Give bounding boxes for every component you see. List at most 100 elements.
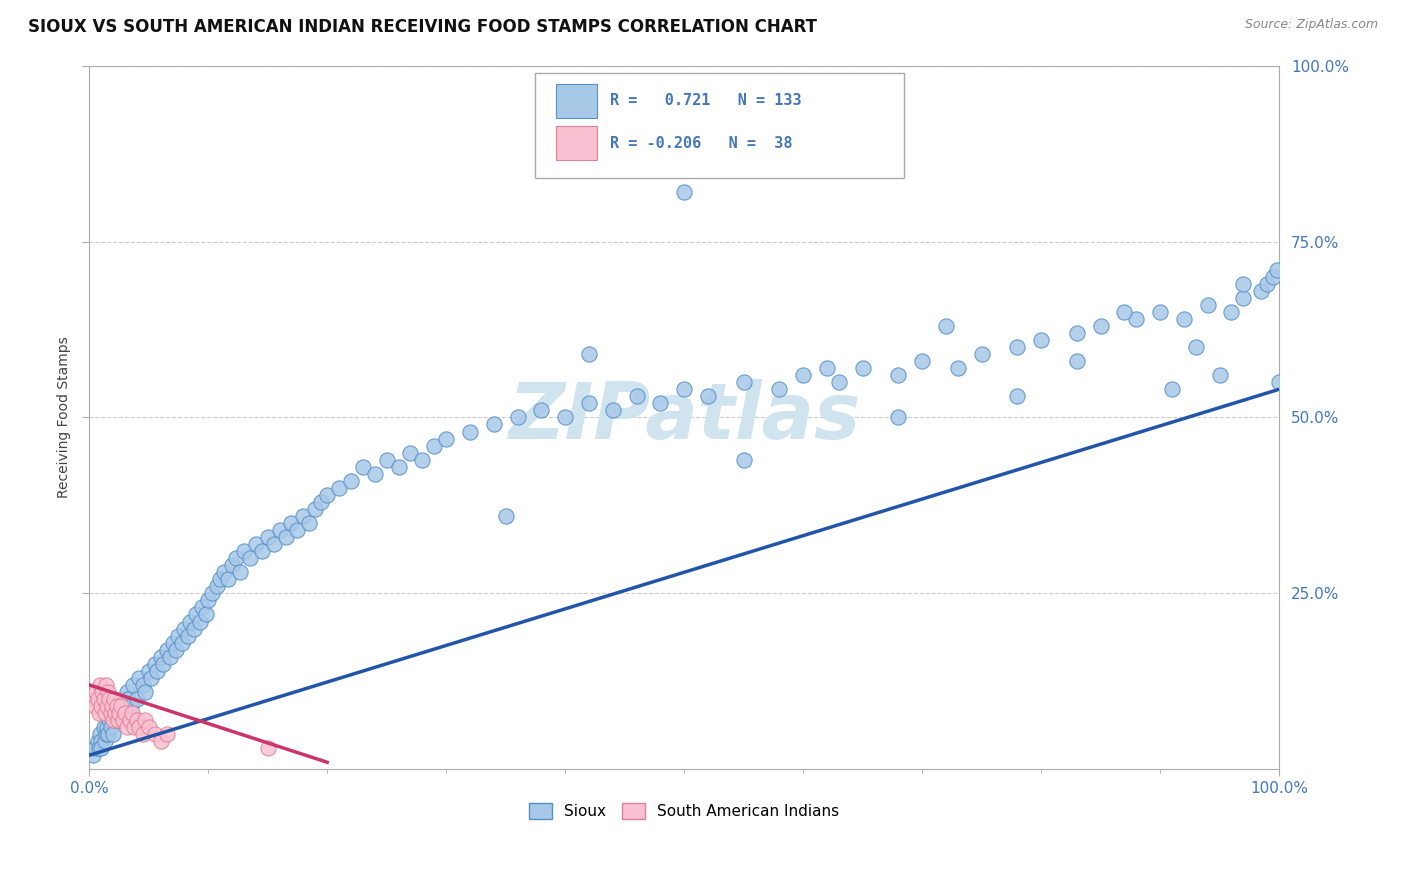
- Point: [1261, 269, 1284, 284]
- Point: [117, 692, 139, 706]
- Point: [375, 452, 398, 467]
- Point: [98, 713, 121, 727]
- Point: [114, 706, 136, 720]
- Point: [815, 361, 838, 376]
- Point: [86, 685, 108, 699]
- Point: [256, 741, 278, 756]
- Text: ZIPatlas: ZIPatlas: [508, 379, 860, 456]
- Point: [364, 467, 387, 481]
- Point: [94, 727, 117, 741]
- Point: [177, 629, 200, 643]
- Point: [89, 678, 111, 692]
- Point: [245, 537, 267, 551]
- Point: [250, 544, 273, 558]
- Point: [139, 671, 162, 685]
- Point: [152, 657, 174, 671]
- Point: [87, 741, 110, 756]
- Point: [423, 439, 446, 453]
- Point: [90, 698, 112, 713]
- Point: [159, 649, 181, 664]
- Point: [1161, 382, 1184, 396]
- Point: [578, 396, 600, 410]
- Point: [458, 425, 481, 439]
- Point: [1090, 318, 1112, 333]
- Point: [103, 706, 125, 720]
- Point: [298, 516, 321, 530]
- Point: [104, 706, 127, 720]
- Point: [263, 537, 285, 551]
- Point: [1184, 340, 1206, 354]
- Point: [105, 698, 128, 713]
- Point: [1066, 326, 1088, 340]
- Point: [292, 508, 315, 523]
- Point: [107, 698, 129, 713]
- Point: [117, 685, 139, 699]
- Point: [197, 593, 219, 607]
- Point: [887, 410, 910, 425]
- Point: [149, 649, 172, 664]
- Point: [225, 551, 247, 566]
- Point: [162, 635, 184, 649]
- Point: [274, 530, 297, 544]
- Point: [143, 657, 166, 671]
- Point: [768, 382, 790, 396]
- Point: [287, 523, 309, 537]
- Point: [1007, 340, 1029, 354]
- Point: [1125, 312, 1147, 326]
- Point: [104, 713, 127, 727]
- Point: [696, 389, 718, 403]
- Point: [122, 678, 145, 692]
- Point: [626, 389, 648, 403]
- Point: [256, 530, 278, 544]
- Point: [125, 692, 148, 706]
- FancyBboxPatch shape: [555, 126, 598, 160]
- Point: [98, 692, 121, 706]
- Point: [108, 706, 131, 720]
- Point: [946, 361, 969, 376]
- Point: [970, 347, 993, 361]
- FancyBboxPatch shape: [536, 72, 904, 178]
- Point: [1114, 305, 1136, 319]
- Point: [93, 706, 115, 720]
- Point: [340, 474, 363, 488]
- Point: [149, 734, 172, 748]
- Point: [173, 622, 195, 636]
- Point: [110, 698, 132, 713]
- Point: [1173, 312, 1195, 326]
- Point: [97, 685, 120, 699]
- Point: [120, 698, 142, 713]
- Point: [304, 502, 326, 516]
- Point: [852, 361, 875, 376]
- Point: [117, 720, 139, 734]
- Point: [209, 572, 232, 586]
- Point: [132, 727, 155, 741]
- FancyBboxPatch shape: [555, 84, 598, 118]
- Point: [188, 615, 211, 629]
- Point: [167, 629, 190, 643]
- Point: [1232, 291, 1254, 305]
- Point: [1256, 277, 1278, 291]
- Point: [387, 459, 409, 474]
- Text: Source: ZipAtlas.com: Source: ZipAtlas.com: [1244, 18, 1378, 31]
- Point: [86, 692, 108, 706]
- Point: [673, 186, 696, 200]
- Point: [143, 727, 166, 741]
- Point: [93, 692, 115, 706]
- Point: [186, 607, 208, 622]
- Point: [328, 481, 350, 495]
- Y-axis label: Receiving Food Stamps: Receiving Food Stamps: [58, 336, 72, 499]
- Point: [124, 720, 146, 734]
- Point: [93, 734, 115, 748]
- Point: [91, 685, 114, 699]
- Point: [1029, 333, 1052, 347]
- Point: [554, 410, 576, 425]
- Point: [128, 720, 150, 734]
- Point: [114, 698, 136, 713]
- Point: [1066, 354, 1088, 368]
- Legend: Sioux, South American Indians: Sioux, South American Indians: [523, 797, 845, 825]
- Point: [309, 495, 332, 509]
- Point: [155, 642, 177, 657]
- Point: [1265, 262, 1288, 277]
- Point: [1268, 376, 1291, 390]
- Point: [673, 382, 696, 396]
